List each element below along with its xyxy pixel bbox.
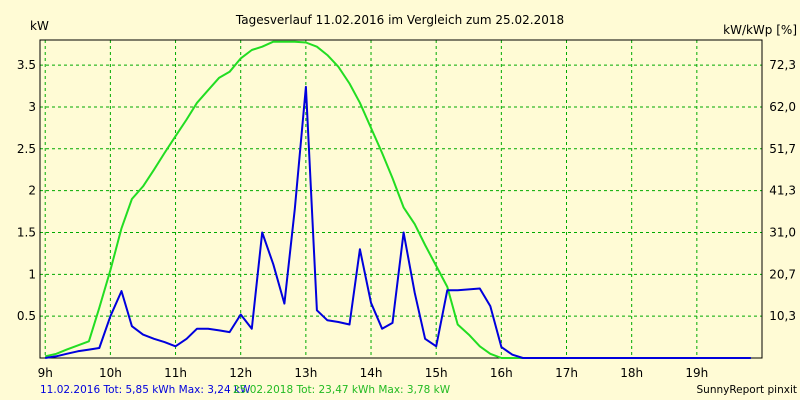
plot-area [39, 39, 763, 359]
y-tick-label: 3.5 [17, 58, 36, 72]
x-tick-label: 13h [294, 366, 317, 380]
x-tick-label: 14h [360, 366, 383, 380]
x-tick-label: 19h [685, 366, 708, 380]
series-line-1 [45, 85, 751, 359]
y2-tick-label: 20,7 [769, 267, 796, 281]
x-tick-label: 9h [38, 366, 53, 380]
x-tick-label: 12h [229, 366, 252, 380]
x-tick-label: 17h [555, 366, 578, 380]
y2-tick-label: 72,3 [769, 58, 796, 72]
series-lines [44, 40, 751, 359]
grid [40, 40, 762, 358]
x-tick-label: 10h [99, 366, 122, 380]
y-tick-label: 3 [28, 100, 36, 114]
y2-axis-label: kW/kWp [%] [723, 23, 797, 37]
y-tick-label: 0.5 [17, 309, 36, 323]
y2-tick-label: 10,3 [769, 309, 796, 323]
y2-tick-label: 31,0 [769, 225, 796, 239]
x-tick-label: 16h [490, 366, 513, 380]
x-tick-label: 15h [425, 366, 448, 380]
y-tick-label: 2.5 [17, 142, 36, 156]
x-tick-label: 11h [164, 366, 187, 380]
series-line-2 [44, 40, 751, 359]
footer-series1: 11.02.2016 Tot: 5,85 kWh Max: 3,24 kW [40, 384, 251, 396]
y-tick-label: 2 [28, 184, 36, 198]
y-tick-labels: 0.5 1 1.5 2 2.5 3 3.5 [17, 58, 36, 323]
y-tick-label: 1.5 [17, 225, 36, 239]
x-tick-label: 18h [620, 366, 643, 380]
y2-tick-label: 41,3 [769, 184, 796, 198]
footer-series2: 25.02.2018 Tot: 23,47 kWh Max: 3,78 kW [233, 384, 451, 396]
y2-tick-label: 51,7 [769, 142, 796, 156]
x-tick-labels: 9h 10h 11h 12h 13h 14h 15h 16h 17h 18h 19h [38, 366, 709, 380]
y-tick-label: 1 [28, 267, 36, 281]
y2-tick-label: 62,0 [769, 100, 796, 114]
credit: SunnyReport pinxit [697, 384, 797, 396]
chart-title: Tagesverlauf 11.02.2016 im Vergleich zum… [235, 13, 564, 27]
y2-tick-labels: 10,3 20,7 31,0 41,3 51,7 62,0 72,3 [769, 58, 796, 323]
y-axis-label: kW [30, 19, 49, 33]
